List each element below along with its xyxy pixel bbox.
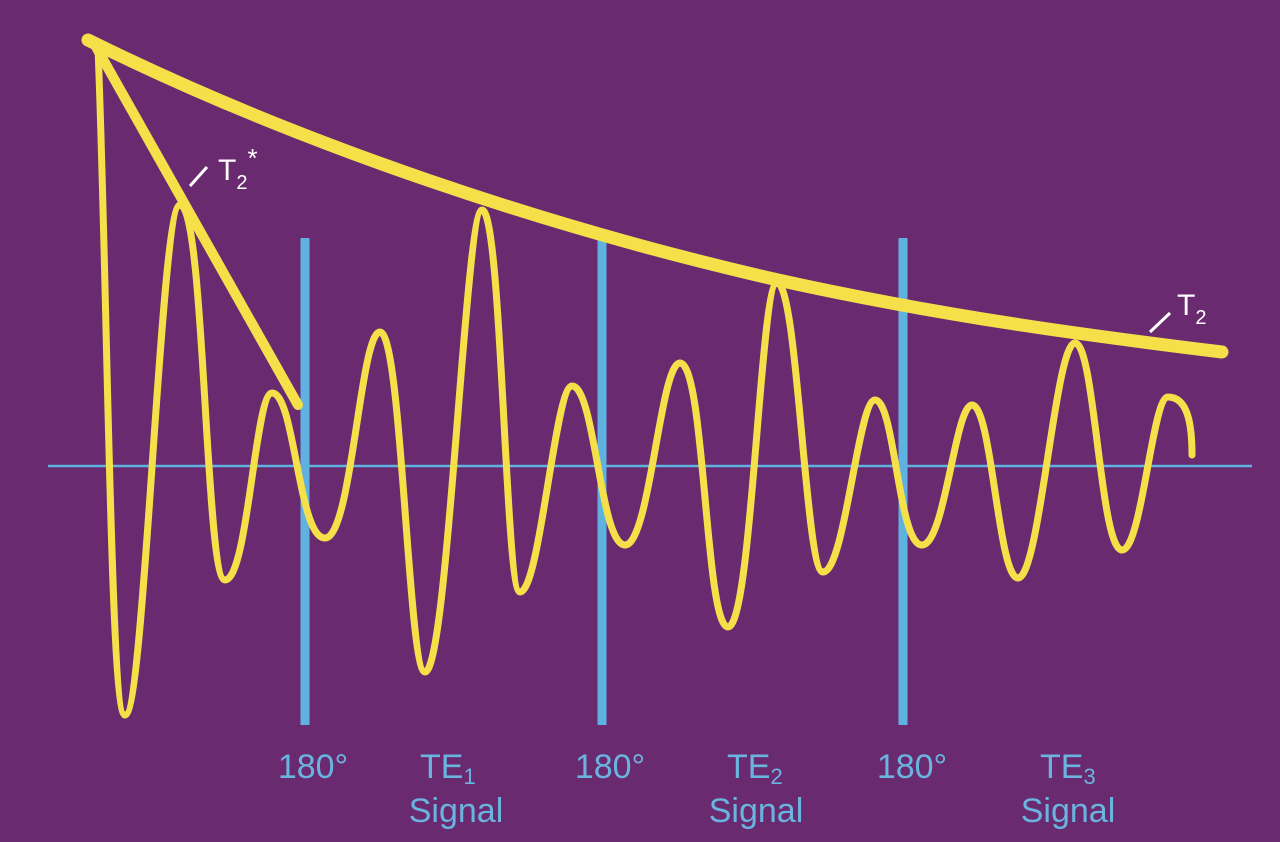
t2-label: T2 — [1177, 289, 1206, 329]
echo-signal-label-1: Signal — [409, 792, 504, 830]
echo-label-1: TE1 — [420, 748, 476, 789]
pulse-label-1: 180° — [278, 748, 348, 786]
t2-decay-envelope — [81, 33, 1229, 359]
pulse-label-3: 180° — [877, 748, 947, 786]
t2-leader — [1148, 311, 1172, 334]
pulse-label-2: 180° — [575, 748, 645, 786]
echo-signal-label-2: Signal — [709, 792, 804, 830]
t2star-leader — [188, 165, 209, 188]
signal-waveform — [94, 44, 1196, 719]
t2star-decay-line — [90, 40, 303, 410]
echo-signal-label-3: Signal — [1021, 792, 1116, 830]
t2star-label: T2* — [218, 143, 258, 194]
echo-label-3: TE3 — [1040, 748, 1096, 789]
echo-label-2: TE2 — [727, 748, 783, 789]
